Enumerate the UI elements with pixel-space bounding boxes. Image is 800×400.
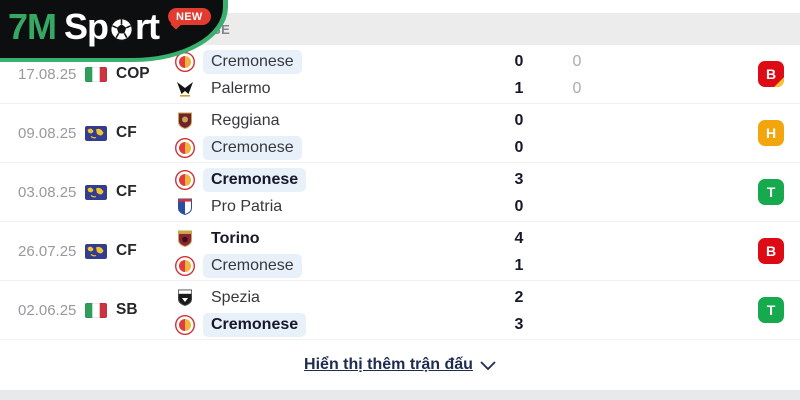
- cremonese-logo: [175, 315, 195, 335]
- match-date: 02.06.25: [18, 301, 77, 319]
- team-name: Torino: [211, 230, 260, 247]
- team-name: Cremonese: [203, 254, 302, 278]
- competition: COP: [85, 65, 167, 83]
- brand-sport-text: Sp rt: [64, 6, 160, 47]
- competition-code: CF: [116, 124, 137, 141]
- result-badge: T: [758, 179, 784, 205]
- teams-block: Torino 4 Cremonese 1: [167, 222, 758, 280]
- brand-logo: 7M Sp rt: [0, 0, 228, 62]
- away-score: 0: [514, 139, 524, 156]
- italy-flag-icon: [85, 66, 107, 82]
- reggiana-logo: [175, 111, 195, 131]
- away-team-line[interactable]: Cremonese 3: [167, 312, 758, 338]
- away-score: 1: [514, 80, 524, 97]
- cremonese-logo: [175, 170, 195, 190]
- teams-block: Spezia 2 Cremonese 3: [167, 281, 758, 339]
- away-team-line[interactable]: Cremonese 1: [167, 253, 758, 279]
- team-name: Cremonese: [203, 168, 307, 192]
- palermo-logo: [175, 79, 195, 99]
- match-date: 03.08.25: [18, 183, 77, 201]
- home-score: 3: [514, 171, 524, 188]
- away-secondary-score: 0: [572, 80, 582, 97]
- spezia-logo: [175, 288, 195, 308]
- teams-block: Cremonese 0 0 Palermo 1 0: [167, 45, 758, 103]
- team-name: Spezia: [211, 289, 260, 306]
- competition: CF: [85, 124, 167, 142]
- match-list: 17.08.25 COP Cremonese 0 0 Palermo 1 0: [0, 45, 800, 340]
- match-date: 09.08.25: [18, 124, 77, 142]
- team-name: Pro Patria: [211, 198, 283, 215]
- show-more-label: Hiển thị thêm trận đấu: [304, 356, 473, 373]
- team-name: Cremonese: [203, 136, 302, 160]
- next-section-edge: [0, 390, 800, 400]
- home-score: 0: [514, 112, 524, 129]
- team-name: Reggiana: [211, 112, 280, 129]
- world-flag-icon: [85, 184, 107, 200]
- pro-patria-logo: [175, 197, 195, 217]
- match-row[interactable]: 02.06.25 SB Spezia 2 Cremonese 3 T: [0, 281, 800, 340]
- competition: CF: [85, 242, 167, 260]
- torino-logo: [175, 229, 195, 249]
- away-score: 0: [514, 198, 524, 215]
- away-team-line[interactable]: Pro Patria 0: [167, 194, 758, 220]
- new-badge: NEW: [168, 8, 211, 25]
- brand-7m-text: 7M: [8, 6, 57, 47]
- home-team-line[interactable]: Cremonese 0 0: [167, 49, 758, 75]
- away-team-line[interactable]: Cremonese 0: [167, 135, 758, 161]
- competition-code: CF: [116, 183, 137, 200]
- home-secondary-score: 0: [572, 53, 582, 70]
- cremonese-logo: [175, 52, 195, 72]
- home-score: 2: [514, 289, 524, 306]
- world-flag-icon: [85, 243, 107, 259]
- teams-block: Cremonese 3 Pro Patria 0: [167, 163, 758, 221]
- show-more-link[interactable]: Hiển thị thêm trận đấu: [304, 356, 496, 374]
- home-team-line[interactable]: Torino 4: [167, 226, 758, 252]
- home-team-line[interactable]: Spezia 2: [167, 285, 758, 311]
- teams-block: Reggiana 0 Cremonese 0: [167, 104, 758, 162]
- result-badge: T: [758, 297, 784, 323]
- footer: Hiển thị thêm trận đấu: [0, 340, 800, 390]
- home-score: 0: [514, 53, 524, 70]
- home-team-line[interactable]: Cremonese 3: [167, 167, 758, 193]
- home-score: 4: [514, 230, 524, 247]
- world-flag-icon: [85, 125, 107, 141]
- chevron-down-icon: [480, 360, 496, 370]
- competition-code: SB: [116, 301, 138, 318]
- competition-code: COP: [116, 65, 150, 82]
- result-badge: H: [758, 120, 784, 146]
- italy-flag-icon: [85, 302, 107, 318]
- competition-code: CF: [116, 242, 137, 259]
- away-score: 1: [514, 257, 524, 274]
- competition: SB: [85, 301, 167, 319]
- home-team-line[interactable]: Reggiana 0: [167, 108, 758, 134]
- match-row[interactable]: 03.08.25 CF Cremonese 3 Pro Patria 0 T: [0, 163, 800, 222]
- team-name: Cremonese: [203, 50, 302, 74]
- cremonese-logo: [175, 256, 195, 276]
- result-badge: B: [758, 61, 784, 87]
- soccer-ball-icon: [109, 17, 134, 42]
- match-row[interactable]: 09.08.25 CF Reggiana 0 Cremonese 0 H: [0, 104, 800, 163]
- cremonese-logo: [175, 138, 195, 158]
- match-date: 17.08.25: [18, 65, 77, 83]
- match-date: 26.07.25: [18, 242, 77, 260]
- team-name: Palermo: [211, 80, 271, 97]
- result-badge: B: [758, 238, 784, 264]
- competition: CF: [85, 183, 167, 201]
- away-score: 3: [514, 316, 524, 333]
- away-team-line[interactable]: Palermo 1 0: [167, 76, 758, 102]
- match-row[interactable]: 26.07.25 CF Torino 4 Cremonese 1 B: [0, 222, 800, 281]
- team-name: Cremonese: [203, 313, 307, 337]
